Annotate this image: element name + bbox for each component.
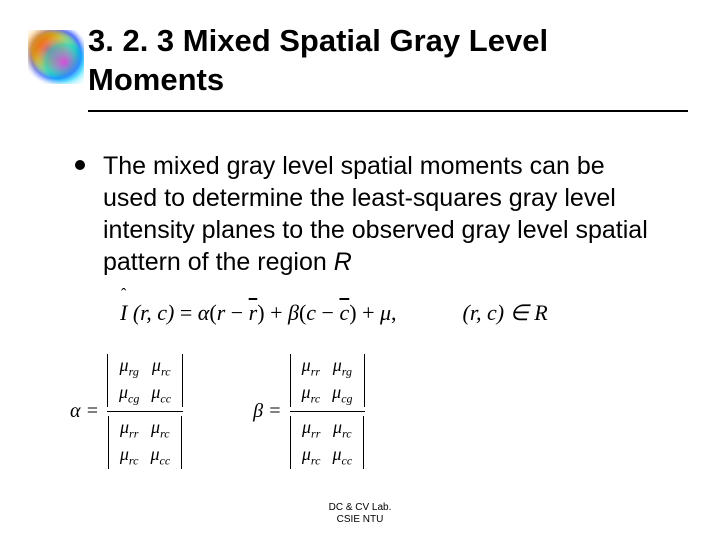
bullet-text: The mixed gray level spatial moments can… xyxy=(103,150,665,278)
mu: μ xyxy=(302,417,311,437)
sub-rc: rc xyxy=(129,453,139,467)
sub-rr: rr xyxy=(129,427,138,441)
mu: μ xyxy=(302,382,311,402)
sub-rg: rg xyxy=(342,365,352,379)
footer-line-2: CSIE NTU xyxy=(0,514,720,526)
mu: μ xyxy=(120,444,129,464)
eq1-beta: β xyxy=(288,300,299,325)
beta-def: β = μrr μrg μrc μcg xyxy=(253,354,364,469)
beta-num: μrr μrg μrc μcg xyxy=(290,354,365,407)
mu: μ xyxy=(120,417,129,437)
frac-line xyxy=(290,411,365,412)
beta-den: μrr μrc μrc μcc xyxy=(290,416,364,469)
frac-line xyxy=(107,411,183,412)
eq1-eq: = xyxy=(174,300,197,325)
eq1-p2c: ) xyxy=(349,300,356,325)
eq1-r: r xyxy=(217,300,226,325)
eq1-rbar: r xyxy=(249,300,258,325)
eq1-c: c xyxy=(306,300,316,325)
eq1-lhs-I: Iˆ xyxy=(120,300,133,325)
eq1-comma: , xyxy=(391,300,397,325)
hat-icon: ˆ xyxy=(121,286,126,304)
mu: μ xyxy=(302,355,311,375)
sub-rc: rc xyxy=(311,453,321,467)
alpha-frac: μrg μrc μcg μcc xyxy=(107,354,183,469)
sub-rc: rc xyxy=(161,365,171,379)
equation-1: Iˆ (r, c) = α(r − r) + β(c − c) + μ, (r,… xyxy=(120,300,650,326)
mu: μ xyxy=(302,444,311,464)
mu: μ xyxy=(119,382,128,402)
footer: DC & CV Lab. CSIE NTU xyxy=(0,502,720,526)
eq1-m1: − xyxy=(225,300,248,325)
sub-cg: cg xyxy=(341,391,352,405)
eq1-cbar: c xyxy=(339,300,349,325)
eq1-plus2: + xyxy=(357,300,380,325)
mu: μ xyxy=(333,417,342,437)
sub-cg: cg xyxy=(128,391,139,405)
beta-frac: μrr μrg μrc μcg xyxy=(290,354,365,469)
mu: μ xyxy=(152,355,161,375)
bullet-prefix: The mixed gray level spatial moments can… xyxy=(103,152,648,276)
mu: μ xyxy=(120,355,129,375)
body: The mixed gray level spatial moments can… xyxy=(75,150,665,278)
mu: μ xyxy=(151,417,160,437)
sub-rc: rc xyxy=(342,427,352,441)
alpha-label: α = xyxy=(70,400,99,423)
mu: μ xyxy=(332,382,341,402)
beta-label: β = xyxy=(253,400,281,423)
equation-2: α = μrg μrc μcg μcc xyxy=(70,354,650,469)
eq1-args: (r, c) xyxy=(133,300,175,325)
bullet-region: R xyxy=(334,248,352,276)
sub-rr: rr xyxy=(311,365,320,379)
sub-rc: rc xyxy=(311,391,321,405)
sub-cc: cc xyxy=(342,453,353,467)
logo-icon xyxy=(28,30,84,84)
bullet-dot-icon xyxy=(75,160,85,170)
equations: Iˆ (r, c) = α(r − r) + β(c − c) + μ, (r,… xyxy=(90,300,650,469)
mu: μ xyxy=(333,355,342,375)
mu: μ xyxy=(332,444,341,464)
eq1-alpha: α xyxy=(198,300,210,325)
alpha-def: α = μrg μrc μcg μcc xyxy=(70,354,183,469)
bullet-item: The mixed gray level spatial moments can… xyxy=(75,150,665,278)
mu: μ xyxy=(150,444,159,464)
sub-rg: rg xyxy=(129,365,139,379)
title-rule xyxy=(88,110,688,112)
sub-cc: cc xyxy=(160,453,171,467)
eq1-m2: − xyxy=(316,300,339,325)
eq1-plus1: + xyxy=(265,300,288,325)
footer-line-1: DC & CV Lab. xyxy=(0,502,720,514)
eq1-cond: (r, c) ∈ R xyxy=(463,300,548,325)
slide-title: 3. 2. 3 Mixed Spatial Gray Level Moments xyxy=(88,22,688,100)
eq1-mu: μ xyxy=(380,300,391,325)
slide: 3. 2. 3 Mixed Spatial Gray Level Moments… xyxy=(0,0,720,540)
sub-cc: cc xyxy=(160,391,171,405)
eq1-p1o: ( xyxy=(209,300,216,325)
sub-rc: rc xyxy=(160,427,170,441)
alpha-den: μrr μrc μrc μcc xyxy=(108,416,182,469)
eq1-p1c: ) xyxy=(257,300,264,325)
alpha-num: μrg μrc μcg μcc xyxy=(107,354,183,407)
sub-rr: rr xyxy=(311,427,320,441)
